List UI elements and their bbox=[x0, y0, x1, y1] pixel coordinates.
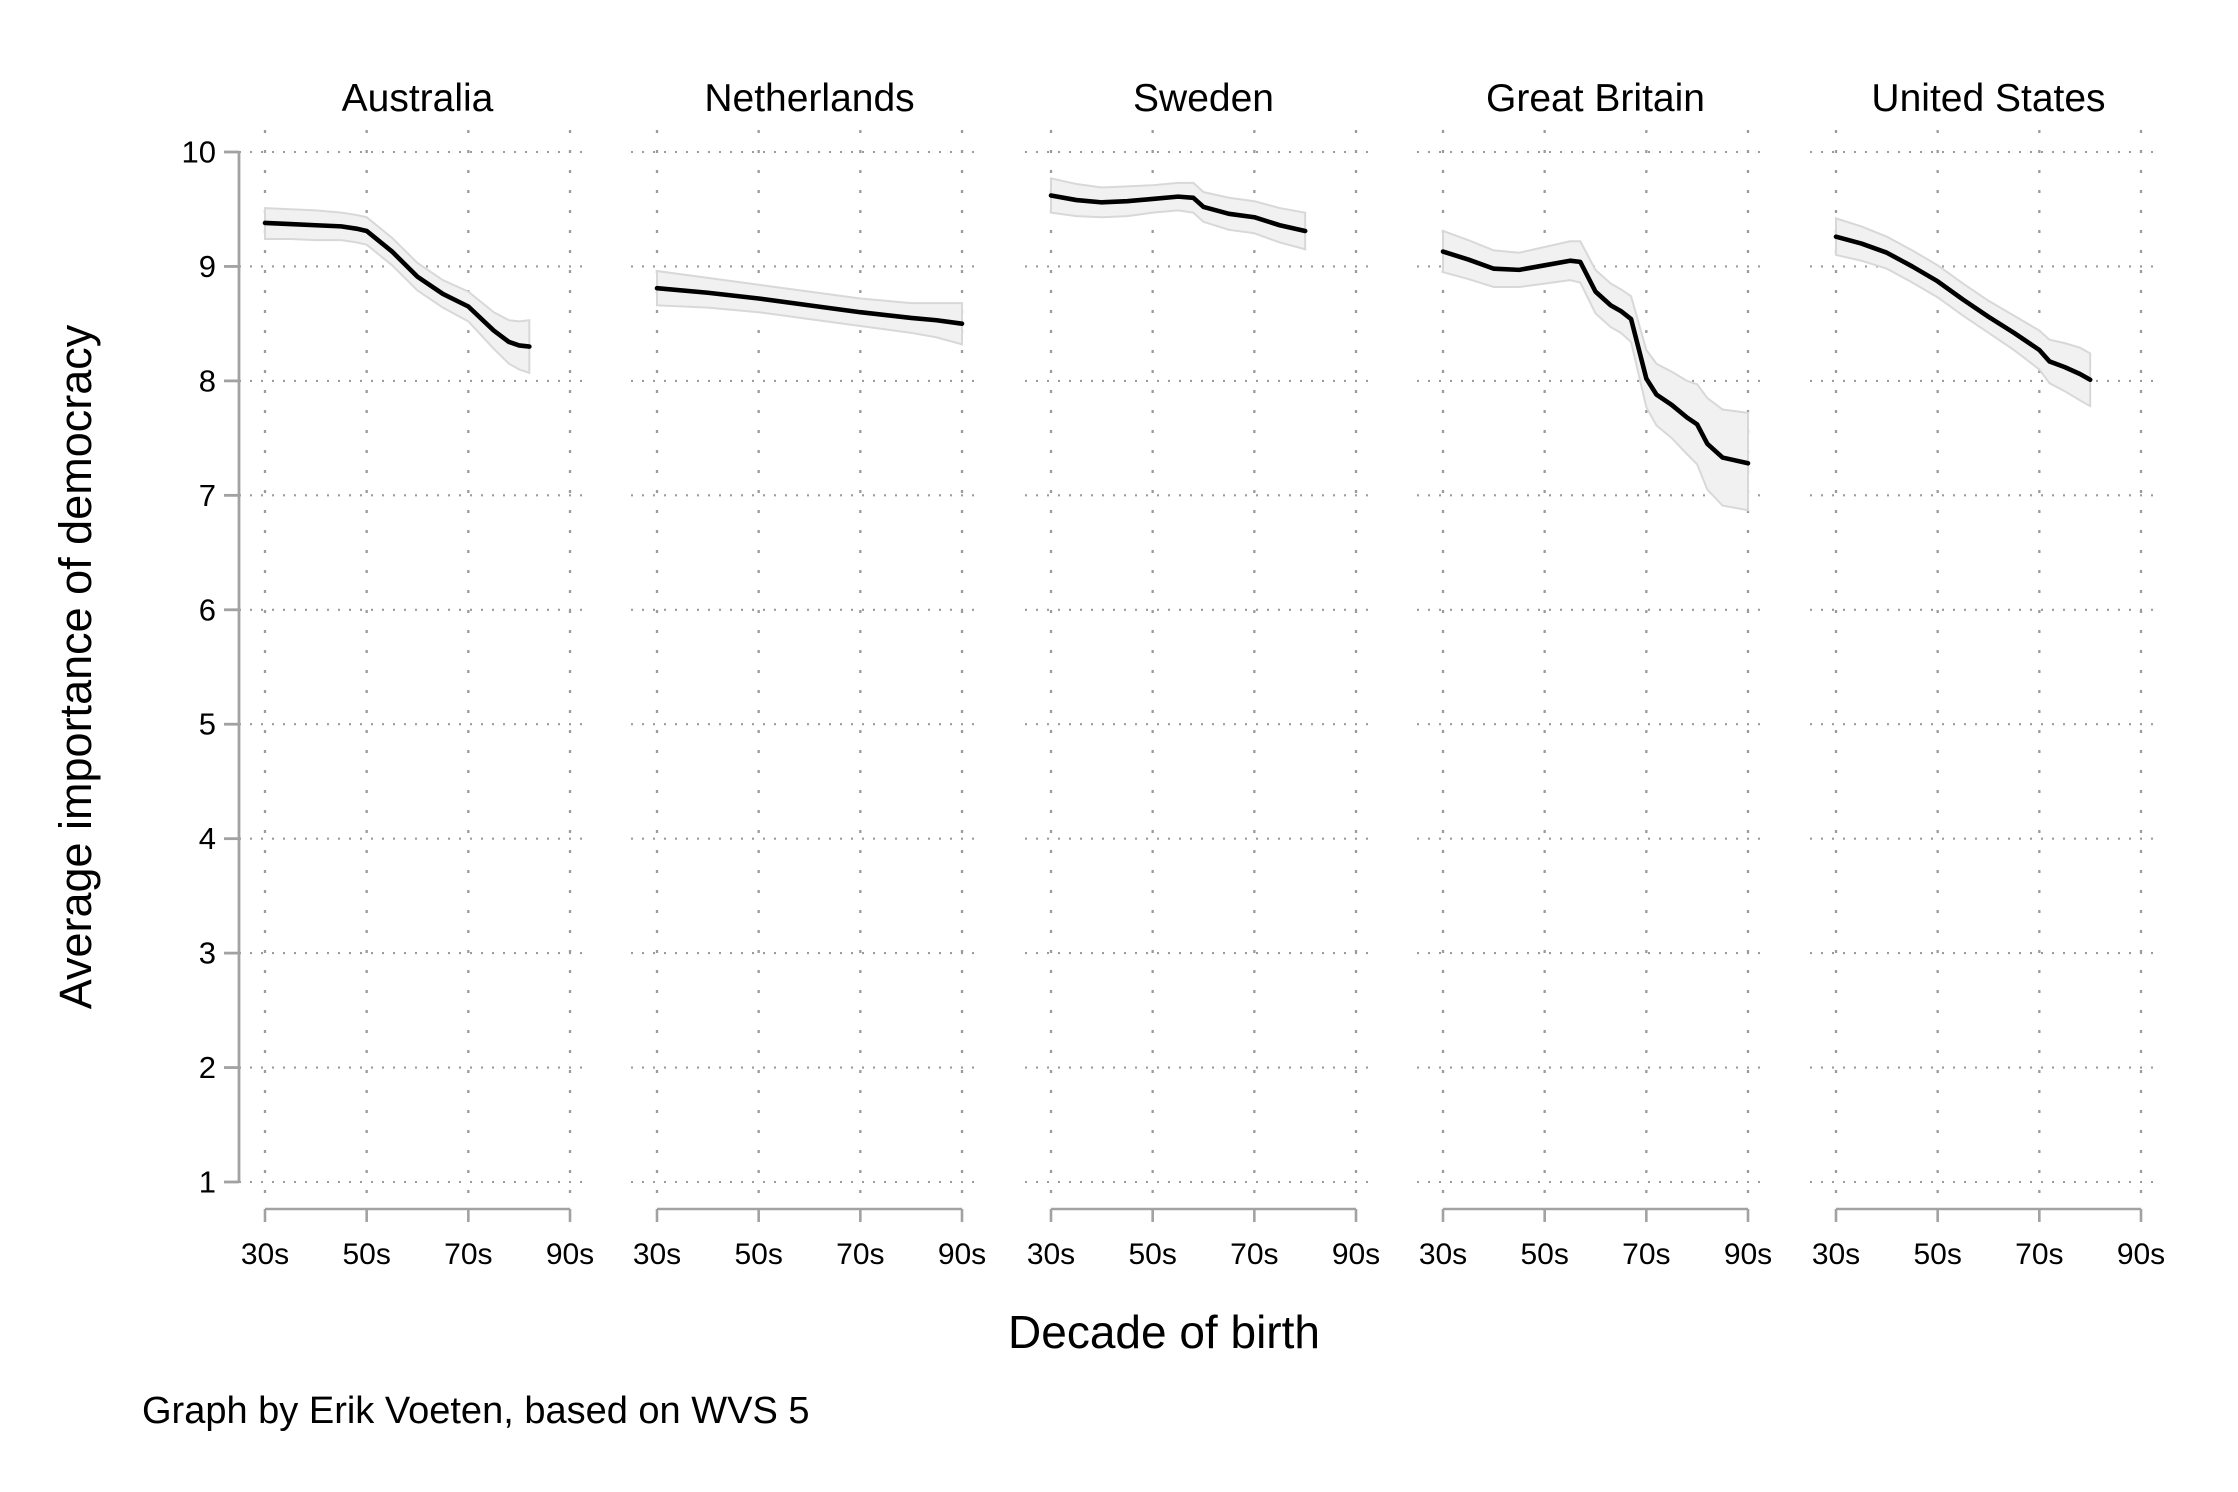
y-tick-label: 10 bbox=[182, 135, 216, 170]
panel-title: United States bbox=[1871, 77, 2105, 120]
x-tick-label: 70s bbox=[836, 1238, 884, 1271]
x-tick-label: 50s bbox=[1913, 1238, 1961, 1271]
x-tick-label: 70s bbox=[444, 1238, 492, 1271]
y-tick-label: 4 bbox=[199, 821, 216, 856]
x-tick-label: 90s bbox=[1332, 1238, 1380, 1271]
x-tick-label: 50s bbox=[342, 1238, 390, 1271]
y-tick-label: 1 bbox=[199, 1165, 216, 1200]
trend-line bbox=[1048, 193, 1308, 234]
confidence-band bbox=[1442, 229, 1749, 512]
trend-line bbox=[1440, 249, 1751, 466]
caption: Graph by Erik Voeten, based on WVS 5 bbox=[142, 1390, 810, 1432]
x-tick-label: 90s bbox=[546, 1238, 594, 1271]
x-tick-label: 30s bbox=[1419, 1238, 1467, 1271]
x-axis-title: Decade of birth bbox=[1008, 1306, 1320, 1358]
y-tick-label: 5 bbox=[199, 707, 216, 742]
y-axis-title: Average importance of democracy bbox=[50, 324, 101, 1010]
x-tick-label: 30s bbox=[1027, 1238, 1075, 1271]
y-tick-label: 8 bbox=[199, 363, 216, 398]
panel-title: Sweden bbox=[1133, 77, 1274, 120]
confidence-band bbox=[1050, 177, 1307, 251]
x-tick-label: 90s bbox=[1724, 1238, 1772, 1271]
x-tick-label: 70s bbox=[1622, 1238, 1670, 1271]
x-tick-label: 50s bbox=[1520, 1238, 1568, 1271]
panel-title: Great Britain bbox=[1486, 77, 1705, 120]
trend-line bbox=[654, 285, 965, 326]
x-tick-label: 70s bbox=[1230, 1238, 1278, 1271]
panel-title: Australia bbox=[342, 77, 494, 120]
trend-line bbox=[262, 220, 532, 349]
x-tick-label: 50s bbox=[734, 1238, 782, 1271]
y-tick-label: 6 bbox=[199, 592, 216, 627]
x-tick-label: 70s bbox=[2015, 1238, 2063, 1271]
confidence-band bbox=[1835, 217, 2092, 408]
confidence-band bbox=[264, 207, 531, 375]
y-tick-label: 3 bbox=[199, 936, 216, 971]
y-tick-label: 2 bbox=[199, 1050, 216, 1085]
x-tick-label: 30s bbox=[1812, 1238, 1860, 1271]
x-tick-label: 30s bbox=[633, 1238, 681, 1271]
x-tick-label: 50s bbox=[1128, 1238, 1176, 1271]
x-tick-label: 90s bbox=[2117, 1238, 2165, 1271]
x-tick-label: 30s bbox=[241, 1238, 289, 1271]
y-tick-label: 9 bbox=[199, 249, 216, 284]
panel-title: Netherlands bbox=[704, 77, 914, 120]
x-tick-label: 90s bbox=[938, 1238, 986, 1271]
y-tick-label: 7 bbox=[199, 478, 216, 513]
trend-line bbox=[1833, 234, 2093, 383]
